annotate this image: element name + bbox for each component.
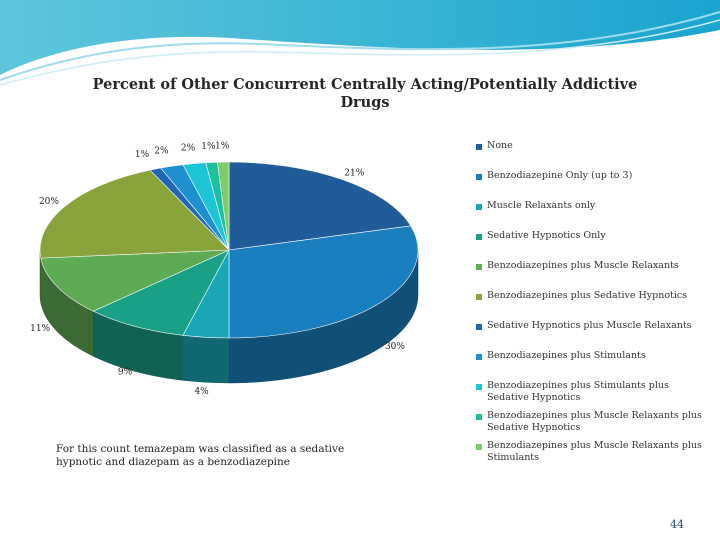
legend-label: Benzodiazepines plus Sedative Hypnotics [487,290,688,301]
legend-item: Benzodiazepines plus Stimulants plus Sed… [476,380,706,410]
legend-item: Benzodiazepines plus Sedative Hypnotics [476,290,706,320]
legend-swatch [476,204,482,210]
legend-swatch [476,354,482,360]
chart-title: Percent of Other Concurrent Centrally Ac… [92,76,638,111]
legend-swatch [476,234,482,240]
legend-label: Benzodiazepines plus Stimulants plus Sed… [487,380,669,403]
footnote: For this count temazepam was classified … [56,443,345,468]
legend-swatch [476,144,482,150]
data-label: 9% [118,368,133,378]
legend-swatch [476,414,482,420]
legend-item: None [476,140,706,170]
data-label: 2% [154,147,169,157]
legend-item: Benzodiazepine Only (up to 3) [476,170,706,200]
pie-slice [39,169,230,259]
legend-swatch [476,444,482,450]
legend-label: Benzodiazepines plus Muscle Relaxants [487,260,679,271]
pie-slice [92,249,230,336]
legend-label: Benzodiazepines plus Stimulants [487,350,646,361]
data-label: 21% [344,168,364,178]
data-label: 1% [215,142,230,152]
legend-item: Sedative Hypnotics plus Muscle Relaxants [476,320,706,350]
legend-label: Benzodiazepine Only (up to 3) [487,170,633,181]
pie-slice [228,161,412,251]
page-number: 44 [670,518,684,531]
legend-label: Muscle Relaxants only [487,200,596,211]
legend: None Benzodiazepine Only (up to 3) Muscle … [476,140,706,470]
data-label: 11% [30,324,50,334]
data-label: 4% [194,387,209,397]
legend-item: Benzodiazepines plus Muscle Relaxants [476,260,706,290]
legend-swatch [476,384,482,390]
legend-swatch [476,264,482,270]
pie-slice [228,225,419,339]
legend-label: Sedative Hypnotics plus Muscle Relaxants [487,320,692,331]
data-label: 1% [201,142,216,152]
legend-swatch [476,174,482,180]
legend-label: Benzodiazepines plus Muscle Relaxants pl… [487,410,702,433]
data-label: 2% [181,143,196,153]
pie-slice [40,249,230,312]
data-label: 30% [385,342,405,352]
pie-slice-side [182,335,230,384]
legend-swatch [476,294,482,300]
legend-item: Benzodiazepines plus Stimulants [476,350,706,380]
legend-label: None [487,140,513,151]
legend-swatch [476,324,482,330]
data-label: 20% [39,197,59,207]
legend-item: Benzodiazepines plus Muscle Relaxants pl… [476,440,706,470]
pie-slice [217,161,230,251]
header-decoration [0,0,720,86]
legend-item: Muscle Relaxants only [476,200,706,230]
data-label: 1% [135,150,150,160]
legend-item: Benzodiazepines plus Muscle Relaxants pl… [476,410,706,440]
legend-item: Sedative Hypnotics Only [476,230,706,260]
legend-label: Sedative Hypnotics Only [487,230,606,241]
legend-label: Benzodiazepines plus Muscle Relaxants pl… [487,440,702,463]
